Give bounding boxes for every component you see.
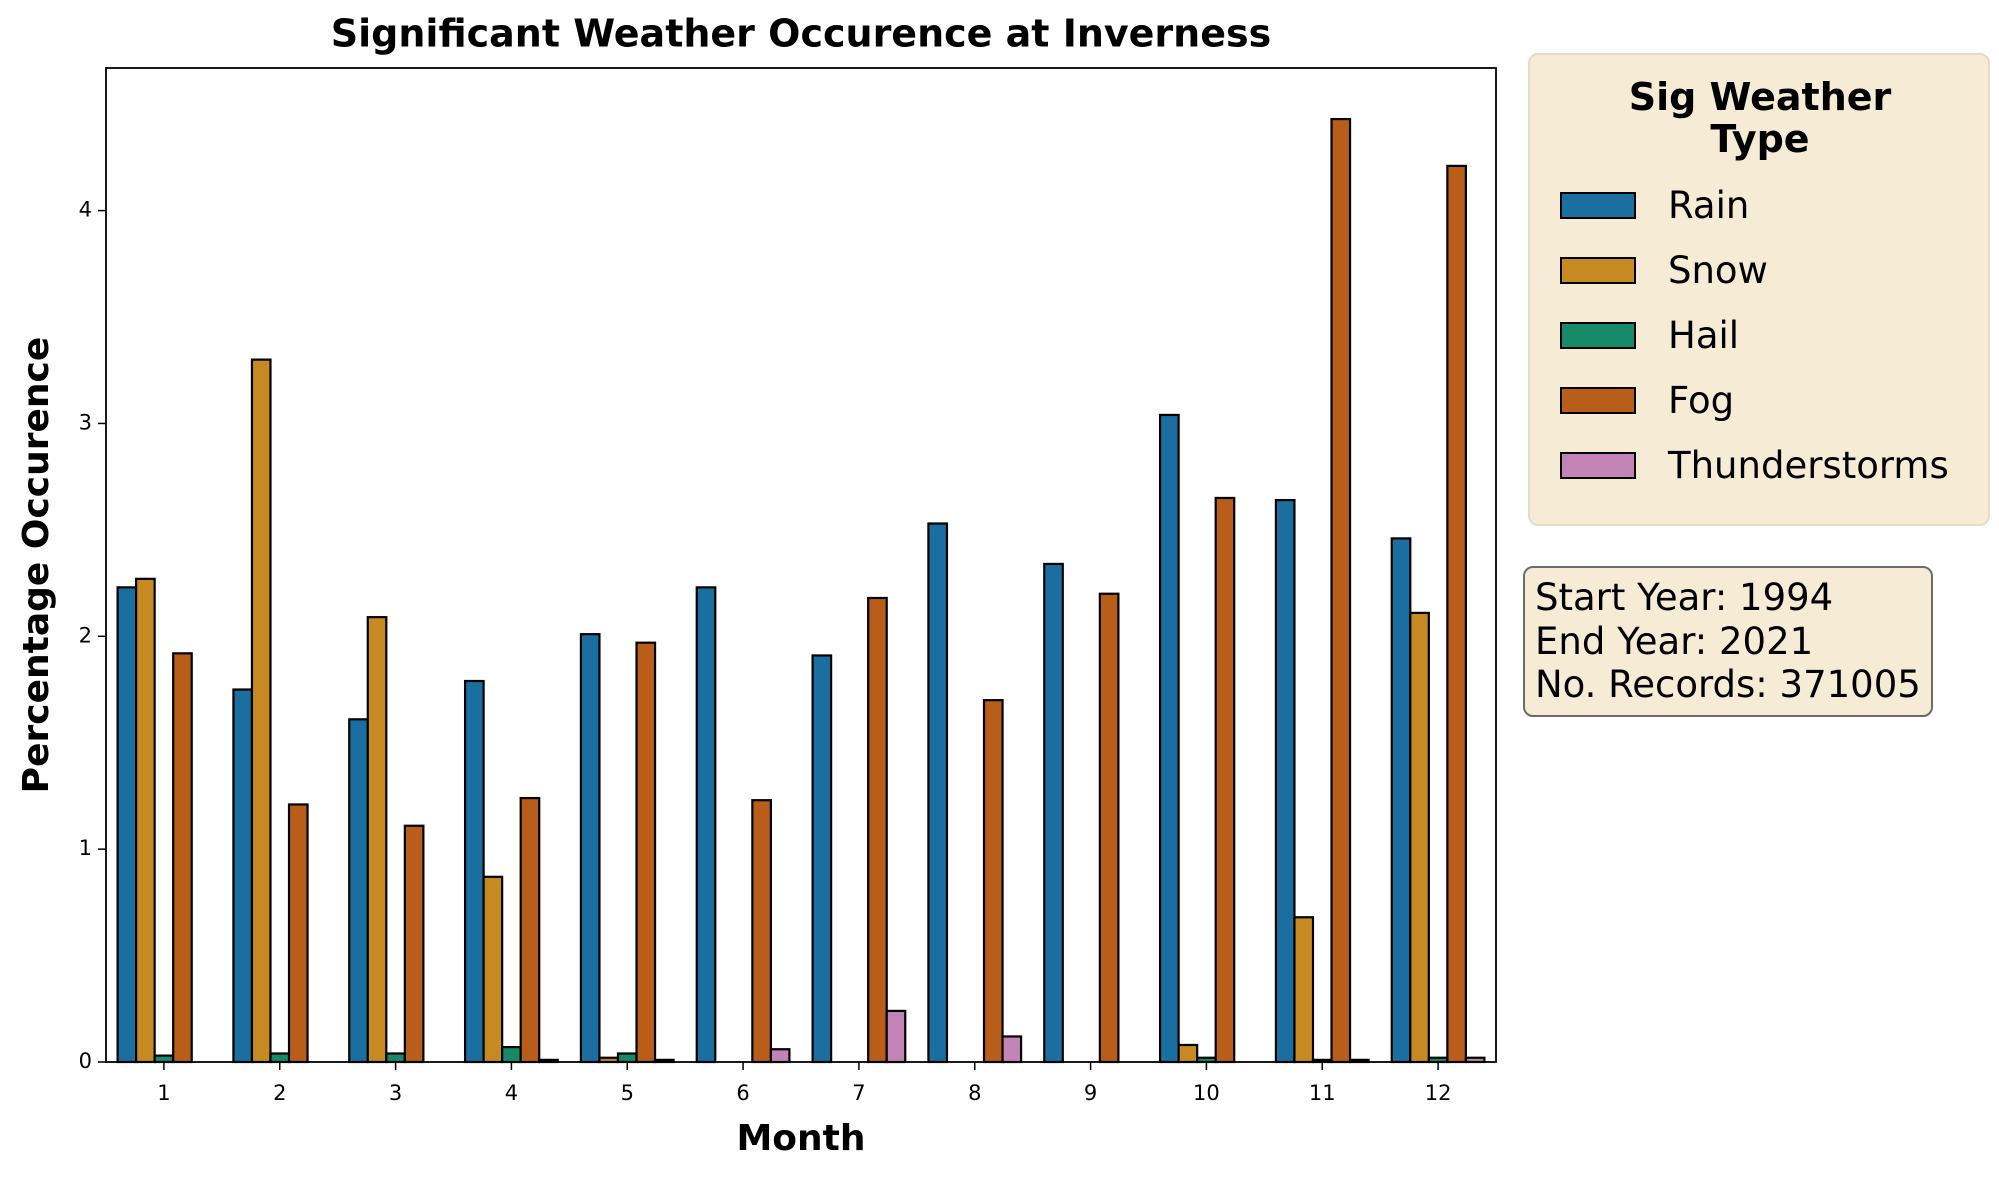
x-tick-label: 10	[1193, 1081, 1220, 1105]
legend-entry: Thunderstorms	[1556, 433, 1964, 498]
x-tick-label: 7	[852, 1081, 865, 1105]
bar	[1274, 498, 1296, 1064]
bar	[579, 633, 601, 1064]
bar	[482, 875, 504, 1064]
chart-title: Significant Weather Occurence at Inverne…	[331, 12, 1271, 56]
x-tick-label: 5	[621, 1081, 634, 1105]
bar	[269, 1052, 291, 1064]
x-tick-label: 9	[1084, 1081, 1097, 1105]
legend-entries: Rain Snow Hail Fog Thunderstorms	[1556, 173, 1964, 498]
x-tick-label: 6	[736, 1081, 749, 1105]
legend-swatch	[1560, 386, 1636, 414]
bar	[250, 358, 272, 1064]
bar	[172, 652, 193, 1064]
legend-title: Sig Weather Type	[1628, 75, 1892, 161]
bar	[1409, 611, 1430, 1064]
bar	[153, 1054, 175, 1064]
y-axis-label: Percentage Occurence	[16, 337, 57, 794]
bar	[695, 586, 717, 1064]
bar	[135, 577, 156, 1064]
bar	[501, 1046, 522, 1064]
legend-entry: Hail	[1556, 303, 1964, 368]
bar	[385, 1052, 406, 1064]
plot-frame	[105, 67, 1497, 1063]
info-box: Start Year: 1994 End Year: 2021 No. Record…	[1523, 566, 1933, 717]
y-tick-label: 1	[79, 836, 92, 860]
bar	[1293, 916, 1315, 1064]
legend-swatch	[1560, 191, 1636, 219]
bar	[1330, 117, 1352, 1064]
x-tick-label: 8	[968, 1081, 981, 1105]
y-tick-label: 3	[79, 410, 92, 434]
annotation-line: End Year: 2021	[1535, 619, 1814, 663]
y-tick-label: 4	[79, 198, 92, 222]
legend-label: Snow	[1668, 248, 1768, 292]
bar	[769, 1048, 791, 1064]
x-axis-label: Month	[736, 1118, 865, 1159]
legend-entry: Fog	[1556, 368, 1964, 433]
legend-entry: Rain	[1556, 173, 1964, 238]
legend-label: Rain	[1668, 183, 1750, 227]
annotation-line: Start Year: 1994	[1535, 576, 1834, 619]
y-tick-label: 0	[79, 1049, 92, 1073]
bar	[867, 596, 888, 1064]
bar	[1043, 562, 1064, 1064]
bar	[927, 522, 949, 1064]
bar	[811, 654, 833, 1064]
bar	[463, 679, 485, 1064]
legend-swatch	[1560, 256, 1636, 284]
x-tick-label: 1	[157, 1081, 170, 1105]
bar	[403, 824, 425, 1064]
legend-entry: Snow	[1556, 238, 1964, 303]
bar	[232, 688, 254, 1064]
bar	[982, 699, 1004, 1064]
bar	[366, 616, 388, 1064]
bar	[1001, 1035, 1023, 1064]
bar	[287, 803, 309, 1064]
bar	[1446, 164, 1467, 1064]
bar	[635, 641, 657, 1064]
bar	[1177, 1043, 1199, 1064]
legend-label: Thunderstorms	[1668, 443, 1949, 487]
bar	[1390, 537, 1412, 1064]
bar	[616, 1052, 638, 1064]
bar	[1214, 496, 1236, 1064]
x-tick-label: 4	[505, 1081, 518, 1105]
bar	[1158, 413, 1180, 1064]
legend: Sig Weather Type Rain Snow Hail Fog Thunders…	[1528, 53, 1990, 526]
legend-swatch	[1560, 321, 1636, 349]
legend-label: Hail	[1668, 313, 1740, 357]
x-tick-label: 12	[1425, 1081, 1452, 1105]
annotation-line: No. Records: 371005	[1535, 663, 1921, 707]
x-tick-label: 2	[273, 1081, 286, 1105]
bar	[751, 799, 772, 1064]
bar	[519, 796, 541, 1064]
x-tick-label: 11	[1309, 1081, 1336, 1105]
bar	[885, 1009, 907, 1064]
bar	[116, 586, 138, 1064]
legend-label: Fog	[1668, 378, 1735, 422]
x-tick-label: 3	[389, 1081, 402, 1105]
legend-swatch	[1560, 451, 1636, 479]
y-tick-label: 2	[79, 623, 92, 647]
bar	[1098, 592, 1120, 1064]
bar	[348, 718, 369, 1064]
